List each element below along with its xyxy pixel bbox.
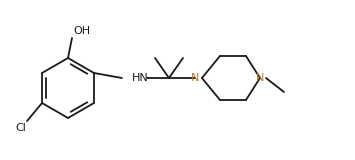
Text: N: N (191, 73, 199, 83)
Text: HN: HN (132, 73, 149, 83)
Text: N: N (256, 73, 264, 83)
Text: OH: OH (73, 26, 90, 36)
Text: Cl: Cl (15, 123, 26, 133)
